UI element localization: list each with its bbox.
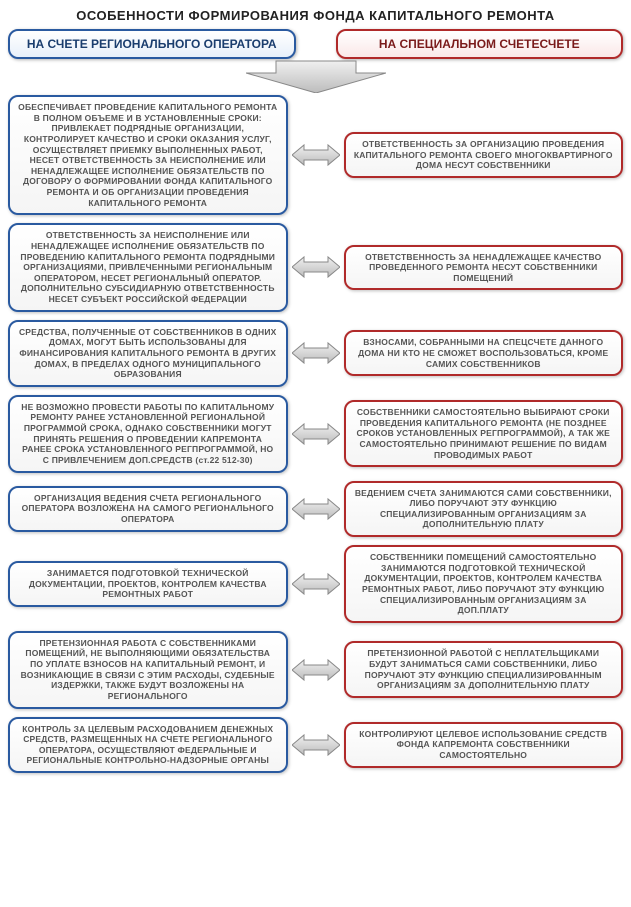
double-arrow-cell (288, 341, 344, 365)
right-box: ВЕДЕНИЕМ СЧЕТА ЗАНИМАЮТСЯ САМИ СОБСТВЕНН… (344, 481, 624, 538)
right-box: ПРЕТЕНЗИОННОЙ РАБОТОЙ С НЕПЛАТЕЛЬЩИКАМИ … (344, 641, 624, 698)
double-arrow-cell (288, 422, 344, 446)
left-box: ОТВЕТСТВЕННОСТЬ ЗА НЕИСПОЛНЕНИЕ ИЛИ НЕНА… (8, 223, 288, 311)
headers-row: НА СЧЕТЕ РЕГИОНАЛЬНОГО ОПЕРАТОРА НА СПЕЦ… (8, 29, 623, 59)
comparison-row: ПРЕТЕНЗИОННАЯ РАБОТА С СОБСТВЕННИКАМИ ПО… (8, 631, 623, 709)
double-arrow-cell (288, 658, 344, 682)
left-box: ПРЕТЕНЗИОННАЯ РАБОТА С СОБСТВЕННИКАМИ ПО… (8, 631, 288, 709)
comparison-row: СРЕДСТВА, ПОЛУЧЕННЫЕ ОТ СОБСТВЕННИКОВ В … (8, 320, 623, 387)
right-box: СОБСТВЕННИКИ ПОМЕЩЕНИЙ САМОСТОЯТЕЛЬНО ЗА… (344, 545, 624, 623)
header-right: НА СПЕЦИАЛЬНОМ СЧЕТЕСЧЕТЕ (336, 29, 624, 59)
header-left: НА СЧЕТЕ РЕГИОНАЛЬНОГО ОПЕРАТОРА (8, 29, 296, 59)
down-arrow-wrap (8, 59, 623, 91)
double-arrow-icon (292, 572, 340, 596)
double-arrow-cell (288, 497, 344, 521)
page-title: ОСОБЕННОСТИ ФОРМИРОВАНИЯ ФОНДА КАПИТАЛЬН… (8, 8, 623, 23)
double-arrow-cell (288, 255, 344, 279)
left-box: КОНТРОЛЬ ЗА ЦЕЛЕВЫМ РАСХОДОВАНИЕМ ДЕНЕЖН… (8, 717, 288, 774)
double-arrow-icon (292, 658, 340, 682)
right-box: КОНТРОЛИРУЮТ ЦЕЛЕВОЕ ИСПОЛЬЗОВАНИЕ СРЕДС… (344, 722, 624, 768)
double-arrow-icon (292, 143, 340, 167)
right-box: ОТВЕТСТВЕННОСТЬ ЗА НЕНАДЛЕЖАЩЕЕ КАЧЕСТВО… (344, 245, 624, 291)
double-arrow-cell (288, 143, 344, 167)
double-arrow-icon (292, 733, 340, 757)
double-arrow-icon (292, 422, 340, 446)
comparison-row: ОБЕСПЕЧИВАЕТ ПРОВЕДЕНИЕ КАПИТАЛЬНОГО РЕМ… (8, 95, 623, 215)
comparison-rows: ОБЕСПЕЧИВАЕТ ПРОВЕДЕНИЕ КАПИТАЛЬНОГО РЕМ… (8, 95, 623, 773)
comparison-row: КОНТРОЛЬ ЗА ЦЕЛЕВЫМ РАСХОДОВАНИЕМ ДЕНЕЖН… (8, 717, 623, 774)
right-box: ВЗНОСАМИ, СОБРАННЫМИ НА СПЕЦСЧЕТЕ ДАННОГ… (344, 330, 624, 376)
left-box: ОБЕСПЕЧИВАЕТ ПРОВЕДЕНИЕ КАПИТАЛЬНОГО РЕМ… (8, 95, 288, 215)
left-box: ЗАНИМАЕТСЯ ПОДГОТОВКОЙ ТЕХНИЧЕСКОЙ ДОКУМ… (8, 561, 288, 607)
double-arrow-cell (288, 733, 344, 757)
double-arrow-icon (292, 255, 340, 279)
left-box: СРЕДСТВА, ПОЛУЧЕННЫЕ ОТ СОБСТВЕННИКОВ В … (8, 320, 288, 387)
double-arrow-cell (288, 572, 344, 596)
comparison-row: НЕ ВОЗМОЖНО ПРОВЕСТИ РАБОТЫ ПО КАПИТАЛЬН… (8, 395, 623, 473)
comparison-row: ОРГАНИЗАЦИЯ ВЕДЕНИЯ СЧЕТА РЕГИОНАЛЬНОГО … (8, 481, 623, 538)
left-box: ОРГАНИЗАЦИЯ ВЕДЕНИЯ СЧЕТА РЕГИОНАЛЬНОГО … (8, 486, 288, 532)
right-box: СОБСТВЕННИКИ САМОСТОЯТЕЛЬНО ВЫБИРАЮТ СРО… (344, 400, 624, 467)
left-box: НЕ ВОЗМОЖНО ПРОВЕСТИ РАБОТЫ ПО КАПИТАЛЬН… (8, 395, 288, 473)
right-box: ОТВЕТСТВЕННОСТЬ ЗА ОРГАНИЗАЦИЮ ПРОВЕДЕНИ… (344, 132, 624, 178)
comparison-row: ЗАНИМАЕТСЯ ПОДГОТОВКОЙ ТЕХНИЧЕСКОЙ ДОКУМ… (8, 545, 623, 623)
comparison-row: ОТВЕТСТВЕННОСТЬ ЗА НЕИСПОЛНЕНИЕ ИЛИ НЕНА… (8, 223, 623, 311)
double-arrow-icon (292, 341, 340, 365)
double-arrow-icon (292, 497, 340, 521)
down-arrow-icon (246, 59, 386, 93)
